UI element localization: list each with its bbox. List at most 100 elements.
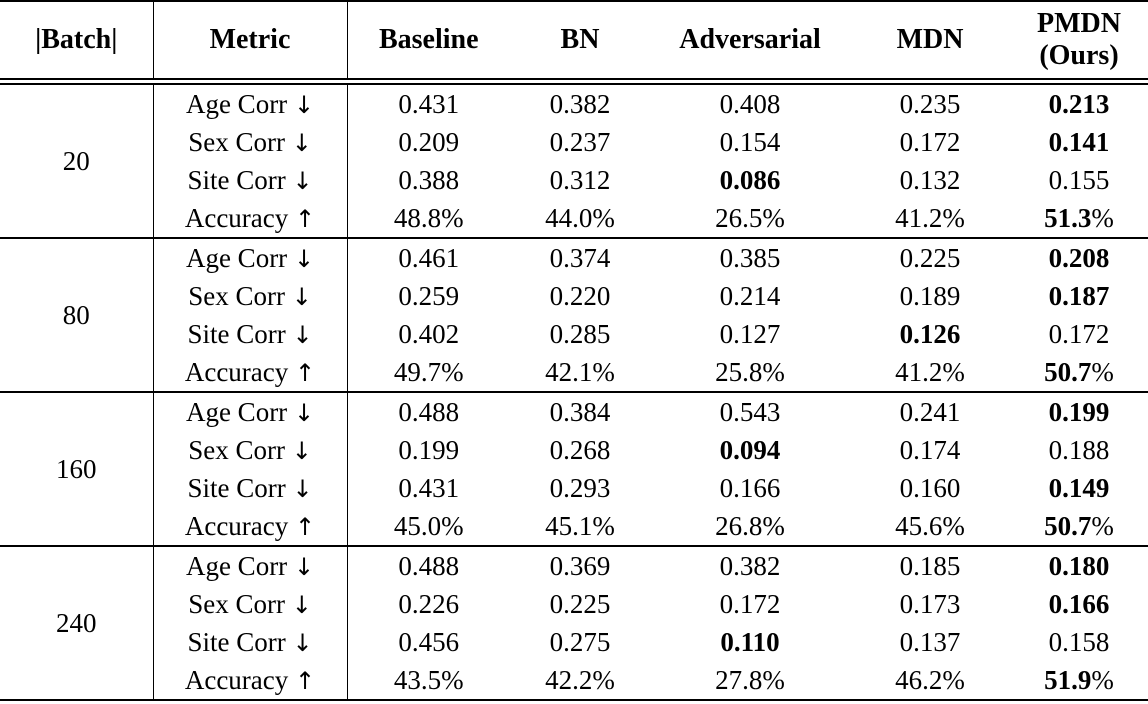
down-arrow-icon: ↓ <box>293 244 315 273</box>
value-number: 0.094 <box>719 434 781 465</box>
value-cell: 0.374 <box>510 237 650 277</box>
value-number: 0.213 <box>1048 88 1110 119</box>
value-cell: 26.8% <box>650 507 850 546</box>
percent-sign: % <box>441 202 464 233</box>
percent-sign: % <box>1091 202 1114 233</box>
value-cell: 0.127 <box>650 315 850 353</box>
value-number: 0.086 <box>719 164 781 195</box>
value-cell: 0.208 <box>1010 237 1148 277</box>
metric-cell: Sex Corr ↓ <box>153 123 348 161</box>
table-row: 20 Age Corr ↓ 0.431 0.382 0.408 0.235 0.213 <box>0 81 1148 238</box>
value-cell: 0.199 <box>347 431 510 469</box>
value-cell: 0.137 <box>850 623 1010 661</box>
metric-cell: Sex Corr ↓ <box>153 277 348 315</box>
metric-cell: Accuracy ↑ <box>153 661 348 700</box>
value-number: 0.141 <box>1048 126 1110 157</box>
percent-sign: % <box>942 356 965 387</box>
value-cell: 0.431 <box>347 82 510 124</box>
value-number: 0.166 <box>1048 588 1110 619</box>
value-cell: 50.7% <box>1010 507 1148 546</box>
value-cell: 0.226 <box>347 585 510 623</box>
value-cell: 0.174 <box>850 431 1010 469</box>
value-number: 0.384 <box>549 396 611 427</box>
percent-sign: % <box>942 510 965 541</box>
value-number: 0.208 <box>1048 242 1110 273</box>
value-number: 0.385 <box>719 242 781 273</box>
value-cell: 0.141 <box>1010 123 1148 161</box>
metric-label: Site Corr <box>187 626 293 657</box>
metric-label: Sex Corr <box>188 434 292 465</box>
value-cell: 0.388 <box>347 161 510 199</box>
value-number: 25.8 <box>715 356 763 387</box>
down-arrow-icon: ↓ <box>291 590 312 619</box>
value-number: 0.199 <box>398 434 460 465</box>
value-number: 0.155 <box>1048 164 1110 195</box>
value-number: 0.209 <box>398 126 460 157</box>
down-arrow-icon: ↓ <box>291 436 312 465</box>
value-cell: 0.268 <box>510 431 650 469</box>
table-row: Sex Corr ↓ 0.259 0.220 0.214 0.189 0.187 <box>0 277 1148 315</box>
percent-sign: % <box>762 510 785 541</box>
value-number: 0.149 <box>1048 472 1110 503</box>
value-number: 0.220 <box>549 280 611 311</box>
value-cell: 0.172 <box>650 585 850 623</box>
metric-label: Site Corr <box>187 164 293 195</box>
value-cell: 0.213 <box>1010 82 1148 124</box>
value-cell: 43.5% <box>347 661 510 700</box>
value-number: 0.268 <box>549 434 611 465</box>
value-cell: 0.408 <box>650 82 850 124</box>
value-number: 0.180 <box>1048 550 1110 581</box>
value-cell: 0.237 <box>510 123 650 161</box>
value-number: 0.312 <box>549 164 611 195</box>
percent-sign: % <box>441 356 464 387</box>
value-cell: 0.382 <box>510 82 650 124</box>
metric-label: Accuracy <box>184 202 296 233</box>
value-number: 0.174 <box>899 434 961 465</box>
down-arrow-icon: ↓ <box>293 398 315 427</box>
metric-cell: Site Corr ↓ <box>153 469 348 507</box>
value-number: 0.382 <box>719 550 781 581</box>
value-number: 0.431 <box>398 472 460 503</box>
table-row: Site Corr ↓ 0.431 0.293 0.166 0.160 0.149 <box>0 469 1148 507</box>
value-cell: 0.149 <box>1010 469 1148 507</box>
value-cell: 0.241 <box>850 391 1010 431</box>
value-number: 0.241 <box>899 396 961 427</box>
value-cell: 41.2% <box>850 353 1010 392</box>
percent-sign: % <box>1091 510 1114 541</box>
percent-sign: % <box>762 356 785 387</box>
value-cell: 26.5% <box>650 199 850 238</box>
value-cell: 0.543 <box>650 391 850 431</box>
value-number: 0.275 <box>549 626 611 657</box>
percent-sign: % <box>762 664 785 695</box>
percent-sign: % <box>942 202 965 233</box>
value-cell: 51.9% <box>1010 661 1148 700</box>
value-number: 50.7 <box>1044 510 1092 541</box>
table-row: Accuracy ↑ 45.0% 45.1% 26.8% 45.6% 50.7% <box>0 507 1148 546</box>
down-arrow-icon: ↓ <box>293 90 315 119</box>
value-cell: 0.126 <box>850 315 1010 353</box>
value-number: 41.2 <box>895 202 943 233</box>
value-cell: 0.456 <box>347 623 510 661</box>
batch-size-cell: 160 <box>0 391 154 546</box>
column-header-bn: BN <box>510 1 650 85</box>
value-number: 0.172 <box>719 588 781 619</box>
metric-label: Sex Corr <box>188 126 292 157</box>
up-arrow-icon: ↑ <box>295 204 316 233</box>
percent-sign: % <box>1091 356 1114 387</box>
value-number: 0.402 <box>398 318 460 349</box>
value-cell: 45.0% <box>347 507 510 546</box>
value-cell: 0.209 <box>347 123 510 161</box>
value-number: 0.132 <box>899 164 961 195</box>
up-arrow-icon: ↑ <box>295 358 316 387</box>
metric-cell: Sex Corr ↓ <box>153 431 348 469</box>
percent-sign: % <box>762 202 785 233</box>
table-row: Site Corr ↓ 0.402 0.285 0.127 0.126 0.172 <box>0 315 1148 353</box>
metric-label: Sex Corr <box>188 280 292 311</box>
column-header-metric: Metric <box>153 1 348 85</box>
table-row: Site Corr ↓ 0.388 0.312 0.086 0.132 0.155 <box>0 161 1148 199</box>
percent-sign: % <box>592 356 615 387</box>
value-cell: 0.172 <box>850 123 1010 161</box>
value-cell: 0.199 <box>1010 391 1148 431</box>
down-arrow-icon: ↓ <box>292 166 313 195</box>
